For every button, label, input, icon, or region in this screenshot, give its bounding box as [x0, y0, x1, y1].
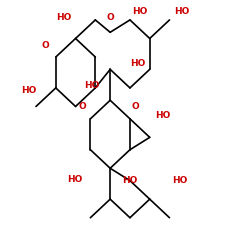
Text: O: O [131, 102, 139, 111]
Text: O: O [79, 102, 87, 111]
Text: HO: HO [155, 110, 170, 120]
Text: HO: HO [84, 81, 99, 90]
Text: HO: HO [21, 86, 36, 95]
Text: HO: HO [56, 13, 72, 22]
Text: HO: HO [122, 176, 138, 185]
Text: HO: HO [130, 59, 145, 68]
Text: HO: HO [132, 7, 148, 16]
Text: HO: HO [68, 175, 83, 184]
Text: HO: HO [174, 7, 190, 16]
Text: O: O [42, 42, 50, 50]
Text: HO: HO [172, 176, 187, 185]
Text: O: O [106, 13, 114, 22]
